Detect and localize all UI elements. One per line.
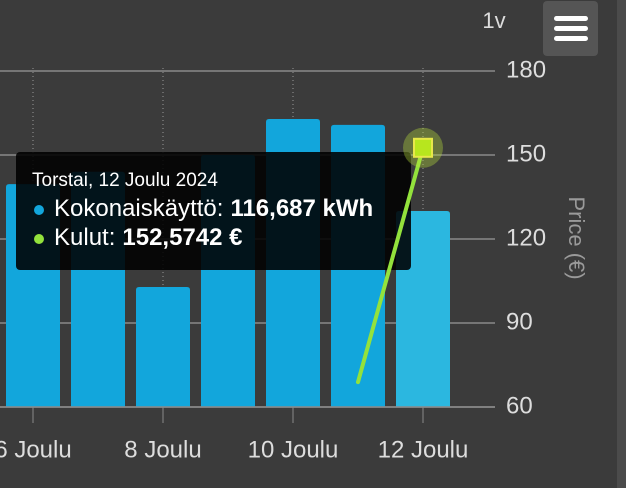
line-marker bbox=[413, 137, 433, 158]
y2-tick-label: 180 bbox=[506, 56, 546, 83]
menu-icon-bar bbox=[554, 36, 588, 41]
tooltip-label: Kokonaiskäyttö: bbox=[54, 195, 223, 222]
tooltip-row: Kulut: 152,5742 € bbox=[54, 224, 243, 251]
bar bbox=[136, 287, 190, 407]
tooltip-value: 152,5742 € bbox=[122, 224, 242, 251]
menu-button[interactable] bbox=[543, 1, 598, 56]
tooltip-value: 116,687 kWh bbox=[230, 195, 373, 222]
side-strip bbox=[617, 0, 626, 488]
y2-tick-label: 120 bbox=[506, 224, 546, 251]
tooltip-label: Kulut: bbox=[54, 224, 115, 251]
x-tick-label: 8 Joulu bbox=[124, 436, 201, 463]
tooltip: Torstai, 12 Joulu 2024 Kokonaiskäyttö: 116… bbox=[16, 152, 411, 270]
y2-tick-label: 150 bbox=[506, 140, 546, 167]
menu-icon-bar bbox=[554, 16, 588, 21]
tooltip-dot bbox=[34, 234, 44, 244]
x-tick-label: 12 Joulu bbox=[378, 436, 469, 463]
menu-icon-bar bbox=[554, 26, 588, 31]
x-tick-label: 6 Joulu bbox=[0, 436, 72, 463]
x-tick-label: 10 Joulu bbox=[248, 436, 339, 463]
tooltip-dot bbox=[34, 205, 44, 215]
y2-tick-label: 90 bbox=[506, 308, 533, 335]
y2-tick-label: 60 bbox=[506, 392, 533, 419]
price-line bbox=[356, 145, 425, 385]
tooltip-row: Kokonaiskäyttö: 116,687 kWh bbox=[54, 195, 373, 222]
range-button[interactable]: 1v bbox=[482, 8, 505, 33]
y2-axis-title: Price (€) bbox=[564, 196, 589, 279]
tooltip-header: Torstai, 12 Joulu 2024 bbox=[32, 170, 218, 191]
tooltip-bg bbox=[16, 152, 411, 270]
